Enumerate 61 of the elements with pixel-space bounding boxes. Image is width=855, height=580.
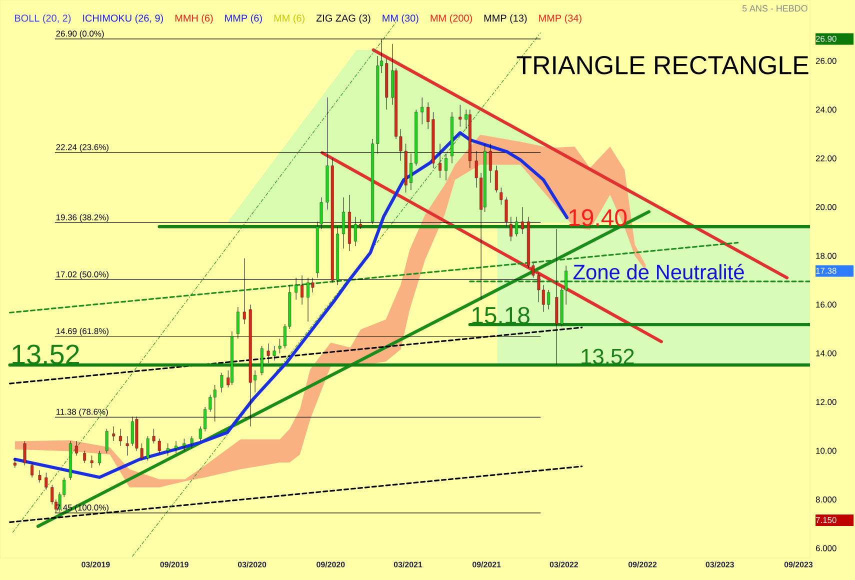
annotation: MM (30) xyxy=(382,14,418,24)
annotation: MMH (6) xyxy=(175,14,213,24)
annotation: 19.36 (38.2%) xyxy=(56,214,108,222)
annotation: Zone de Neutralité xyxy=(573,264,744,280)
annotation: 22.24 (23.6%) xyxy=(56,144,108,152)
y-tick-label: 26.00 xyxy=(816,58,836,64)
candlestick xyxy=(75,440,78,456)
candlestick xyxy=(166,443,170,456)
candlestick xyxy=(458,104,462,127)
candlestick xyxy=(220,372,224,393)
y-tick-label: 24.00 xyxy=(816,106,836,113)
candlestick xyxy=(547,290,550,310)
candlestick xyxy=(152,428,156,444)
y-tick-label: 14.00 xyxy=(816,350,836,356)
candlestick xyxy=(119,428,122,446)
line-series xyxy=(13,131,569,479)
y-tick-label: 10.00 xyxy=(816,448,836,454)
candlestick xyxy=(38,470,42,483)
candlestick xyxy=(90,455,94,468)
candlestick xyxy=(190,436,194,449)
candlestick xyxy=(494,165,498,193)
candlestick xyxy=(420,97,424,125)
annotation: 11.38 (78.6%) xyxy=(56,408,108,416)
candlestick xyxy=(30,462,34,478)
y-tick-label: 7.150 xyxy=(816,517,836,524)
candlestick xyxy=(23,440,26,466)
annotation: BOLL (20, 2) xyxy=(15,14,71,24)
y-tick-label: 17.38 xyxy=(816,268,836,274)
annotation: 26.90 (0.0%) xyxy=(56,30,104,38)
candlestick xyxy=(13,458,16,468)
y-tick-label: 16.00 xyxy=(816,302,836,308)
annotation: MM (200) xyxy=(430,14,472,24)
candlestick xyxy=(44,472,48,490)
annotation: MM (6) xyxy=(274,14,304,24)
candlestick xyxy=(112,426,116,442)
annotation: ICHIMOKU (26, 9) xyxy=(83,14,163,24)
y-tick-label: 6.000 xyxy=(816,545,836,552)
candlestick xyxy=(105,428,108,454)
y-tick-label: 22.00 xyxy=(816,155,836,162)
y-tick-label: 20.00 xyxy=(816,204,836,210)
chart-subtitle: 5 ANS - HEBDO xyxy=(742,5,808,12)
candlestick xyxy=(174,440,178,454)
candlestick xyxy=(182,438,186,452)
y-tick-label: 8.000 xyxy=(816,496,836,503)
y-tick-label: 18.00 xyxy=(816,252,836,259)
y-tick-label: 12.00 xyxy=(816,399,836,406)
annotation: ZIG ZAG (3) xyxy=(316,14,370,24)
annotation: MMP (13) xyxy=(484,14,527,24)
candlestick xyxy=(83,450,86,464)
candlestick xyxy=(158,438,161,454)
annotation: MMP (6) xyxy=(225,14,262,24)
annotation: 14.69 (61.8%) xyxy=(56,328,108,336)
annotation: 19.40 xyxy=(569,209,627,226)
annotation: MMP (34) xyxy=(539,14,582,24)
annotation: 17.02 (50.0%) xyxy=(56,271,108,280)
candlestick xyxy=(272,346,276,361)
candlestick xyxy=(98,450,102,466)
y-tick-label: 26.90 xyxy=(816,36,836,42)
candlestick xyxy=(146,436,150,461)
annotation: TRIANGLE RECTANGLE xyxy=(516,56,808,74)
candlestick xyxy=(266,343,270,364)
